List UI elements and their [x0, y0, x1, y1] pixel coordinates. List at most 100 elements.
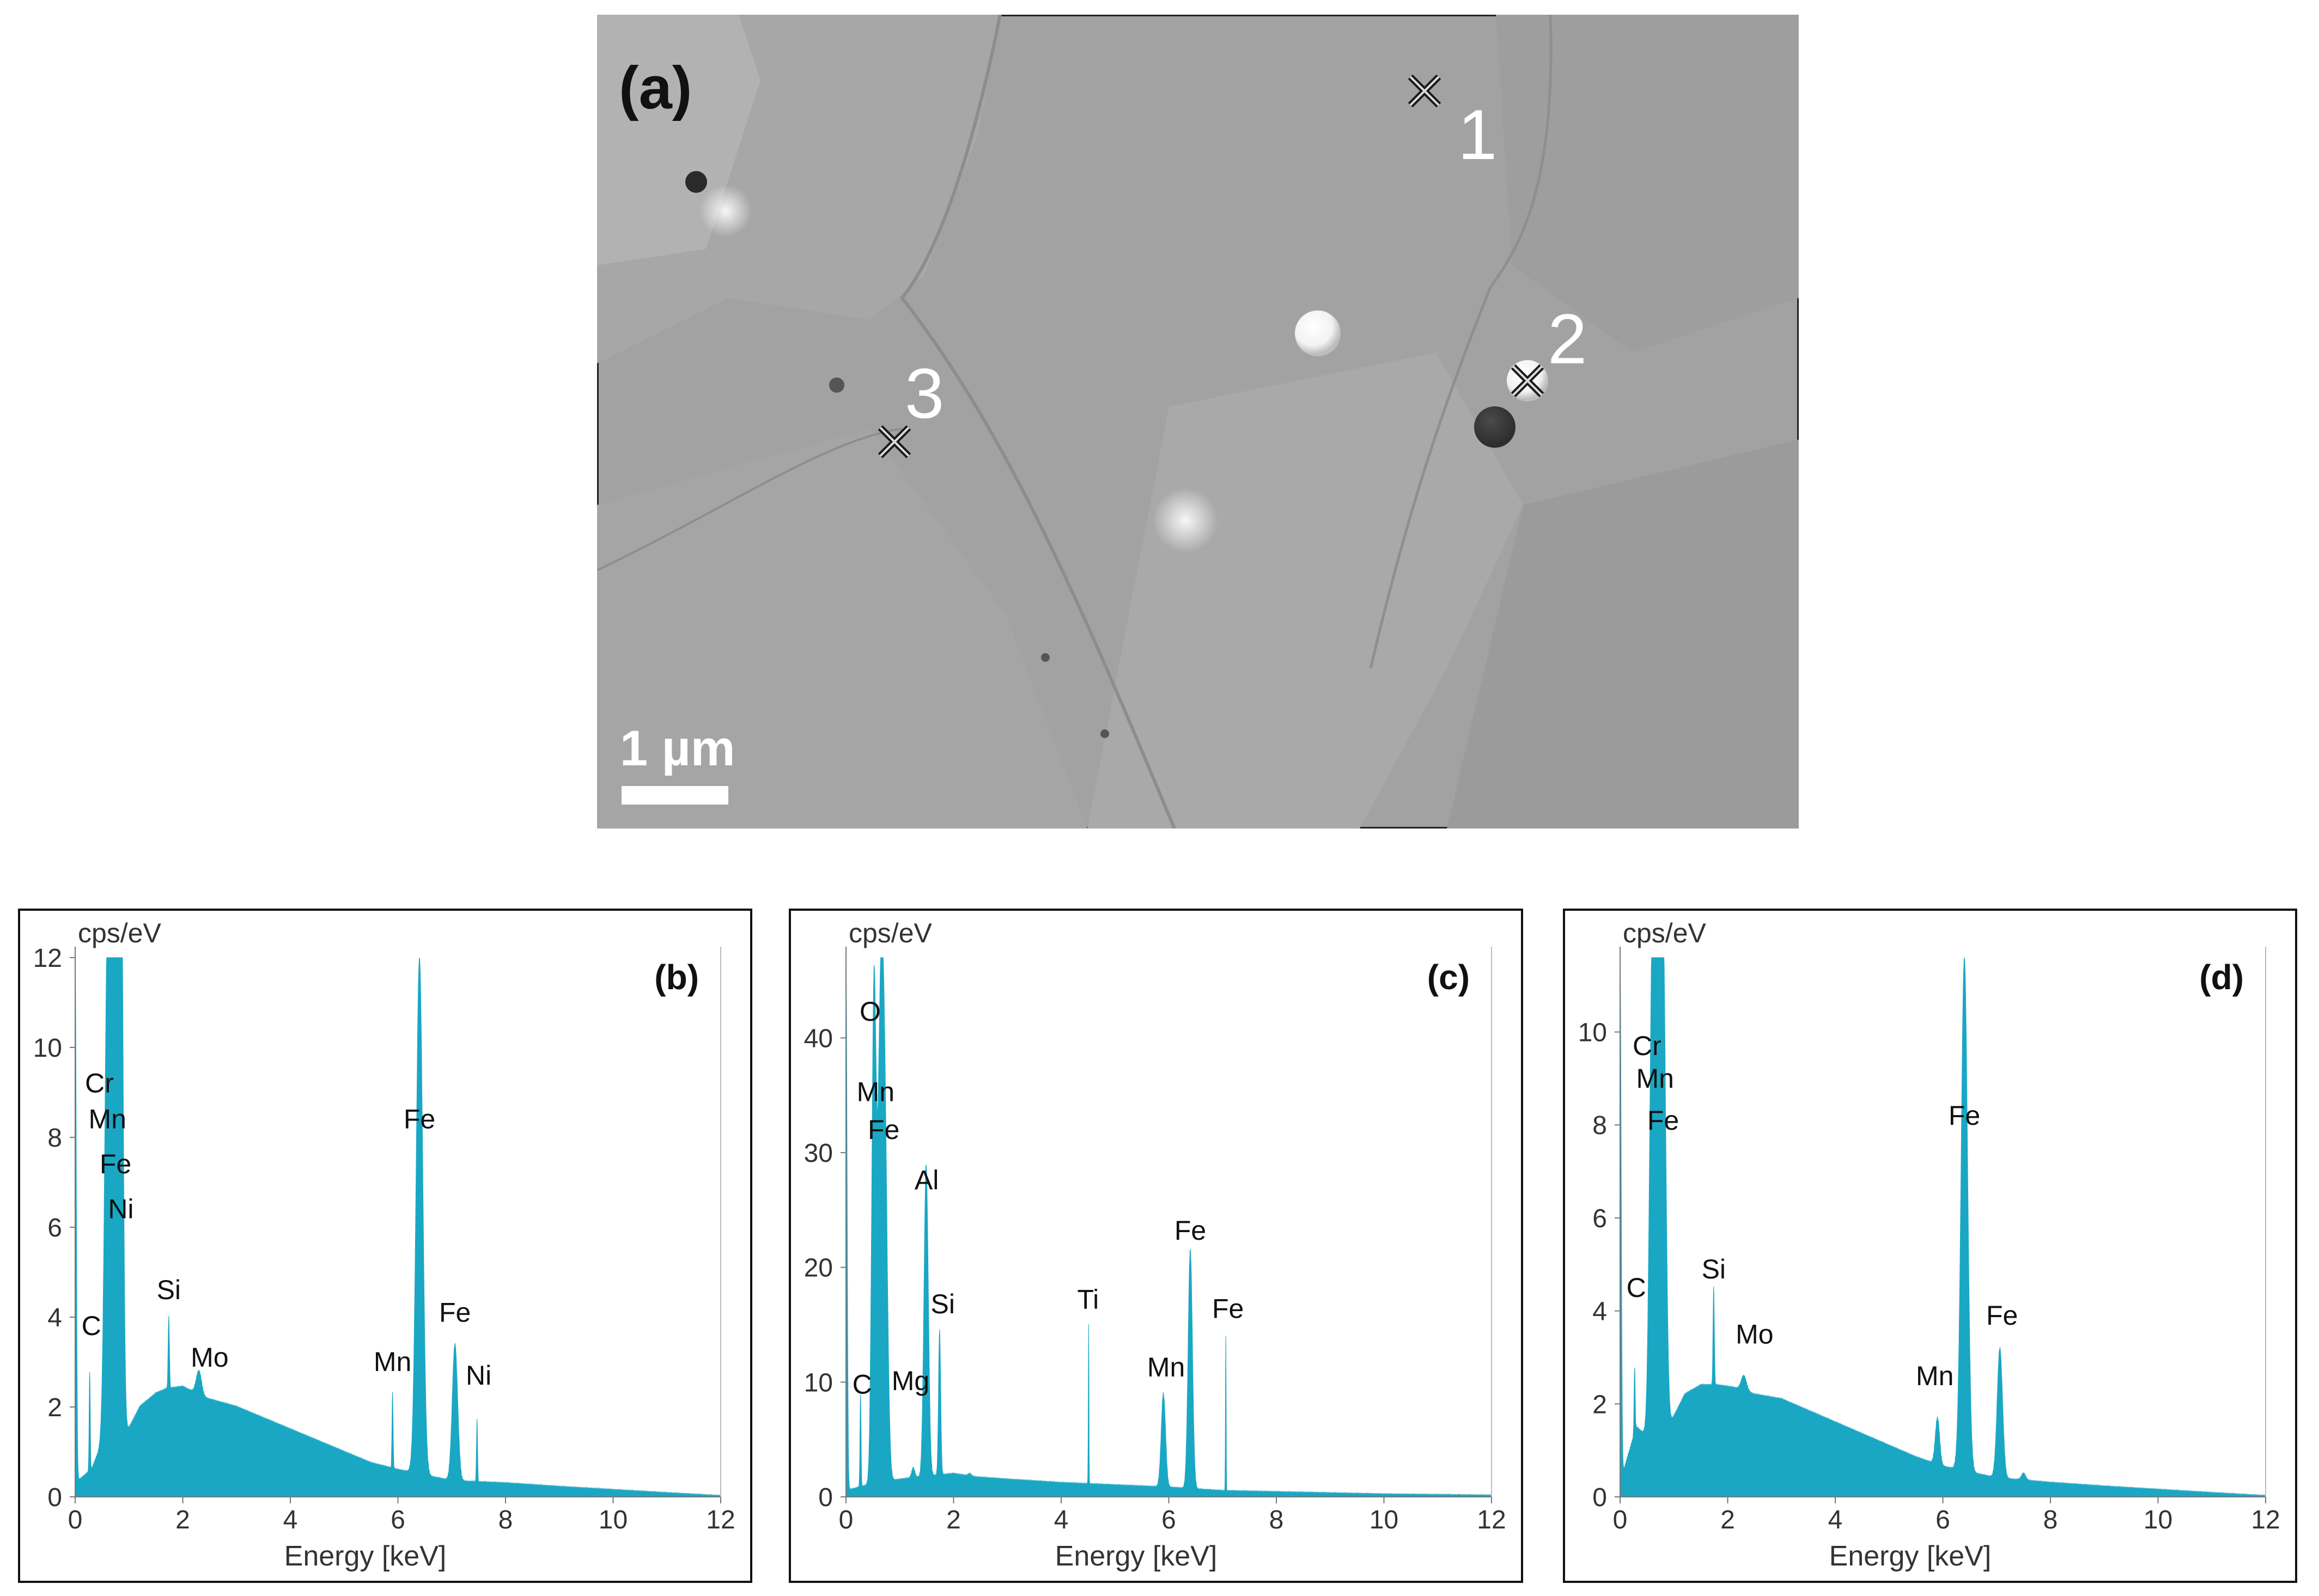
- grain-region: [1087, 352, 1523, 829]
- panel-label-a: (a): [619, 54, 692, 121]
- spectrum-area: [845, 957, 1492, 1498]
- peak-label: Fe: [100, 1149, 131, 1179]
- y-tick-label: 20: [804, 1254, 833, 1283]
- peak-label: Fe: [1986, 1300, 2018, 1331]
- grain-boundary: [900, 15, 1176, 829]
- x-tick-label: 10: [599, 1506, 628, 1534]
- y-tick-label: 8: [1592, 1111, 1607, 1140]
- y-tick-label: 8: [47, 1124, 62, 1153]
- grain-region: [597, 429, 1087, 829]
- x-tick-label: 12: [1477, 1506, 1506, 1534]
- peak-label: Mn: [89, 1104, 126, 1135]
- peak-label: Fe: [868, 1114, 899, 1145]
- y-tick-label: 0: [1592, 1483, 1607, 1512]
- marker-3: [878, 425, 911, 459]
- x-tick-label: 10: [1370, 1506, 1398, 1534]
- x-tick-label: 8: [1269, 1506, 1284, 1534]
- peak-label: Fe: [439, 1297, 471, 1327]
- y-tick-label: 30: [804, 1139, 833, 1168]
- scale-bar-label: 1 µm: [620, 721, 735, 776]
- x-tick-label: 4: [283, 1506, 298, 1534]
- y-tick-label: 4: [47, 1303, 62, 1332]
- eds-spectrum-d: 0 2 4 6 8 10 12 0 2 4 6 8 10 cps/eV Energy [keV] (d) C Cr…: [1563, 909, 2297, 1583]
- x-tick-label: 6: [391, 1506, 405, 1534]
- peak-label: Fe: [1174, 1215, 1206, 1246]
- x-tick-label: 8: [498, 1506, 513, 1534]
- dark-speck: [1100, 729, 1109, 738]
- peak-label: Mo: [191, 1342, 228, 1373]
- y-tick-label: 0: [47, 1483, 62, 1512]
- peak-label: Al: [915, 1165, 939, 1195]
- x-tick-label: 2: [1720, 1506, 1735, 1534]
- peak-label: C: [1627, 1272, 1646, 1303]
- dark-particle: [1474, 406, 1515, 448]
- marker-1-label: 1: [1458, 95, 1497, 174]
- x-axis-label: Energy [keV]: [1829, 1540, 1992, 1572]
- x-tick-label: 8: [2043, 1506, 2058, 1534]
- peak-label: Fe: [1212, 1293, 1244, 1324]
- y-tick-label: 12: [33, 944, 62, 973]
- peak-label: Cr: [85, 1068, 114, 1099]
- peak-label: Mn: [857, 1076, 894, 1107]
- grain-region: [1496, 15, 1799, 352]
- grain-boundary: [1369, 15, 1553, 669]
- peak-label: Fe: [404, 1104, 435, 1135]
- eds-spectrum-b: 0 2 4 6 8 10 12 0 2 4 6 8 10 12 cps/eV Energy [keV] (b) C…: [18, 909, 752, 1583]
- marker-1: [1408, 74, 1441, 108]
- x-tick-label: 4: [1828, 1506, 1843, 1534]
- x-tick-label: 6: [1935, 1506, 1950, 1534]
- y-tick-label: 6: [1592, 1204, 1607, 1233]
- y-tick-label: 2: [47, 1393, 62, 1422]
- bright-particle: [1295, 310, 1341, 356]
- panel-frame: [789, 909, 1523, 1583]
- y-tick-label: 6: [47, 1214, 62, 1242]
- spectrum-area: [1620, 957, 2266, 1498]
- peak-label: Mn: [1147, 1352, 1185, 1382]
- x-tick-label: 10: [2144, 1506, 2172, 1534]
- y-tick-label: 2: [1592, 1390, 1607, 1419]
- sem-micrograph: 1 2 3 (a) 1 µm: [597, 15, 1799, 829]
- peak-label: C: [853, 1369, 872, 1399]
- panel-label: (b): [654, 958, 699, 997]
- dark-particle: [685, 171, 707, 193]
- marker-2: [1511, 364, 1544, 398]
- grain-region: [1447, 440, 1799, 829]
- marker-2-label: 2: [1548, 299, 1587, 379]
- y-tick-label: 10: [1578, 1019, 1607, 1047]
- peak-label: Ni: [108, 1194, 133, 1225]
- peak-label: Fe: [1949, 1100, 1980, 1131]
- x-tick-label: 6: [1161, 1506, 1176, 1534]
- peak-label: Mn: [374, 1347, 411, 1377]
- peak-label: Si: [157, 1275, 181, 1305]
- y-tick-label: 4: [1592, 1297, 1607, 1326]
- peak-label: Mn: [1916, 1361, 1953, 1391]
- eds-spectrum-c: 0 2 4 6 8 10 12 0 10 20 30 40 cps/eV Energy [keV] (c) C…: [789, 909, 1523, 1583]
- peak-label: Ti: [1077, 1284, 1099, 1315]
- scale-bar: [622, 786, 728, 805]
- y-tick-label: 10: [804, 1368, 833, 1397]
- x-tick-label: 0: [839, 1506, 854, 1534]
- marker-3-label: 3: [905, 354, 944, 433]
- x-tick-label: 2: [946, 1506, 961, 1534]
- panel-label: (d): [2199, 958, 2244, 997]
- peak-label: Si: [931, 1289, 955, 1319]
- y-tick-label: 10: [33, 1034, 62, 1063]
- glow-spot: [699, 185, 752, 237]
- grain-boundary: [597, 428, 903, 571]
- panel-label: (c): [1427, 958, 1470, 997]
- y-axis-label: cps/eV: [1623, 918, 1707, 948]
- peak-label: Cr: [1633, 1031, 1661, 1061]
- x-tick-label: 12: [2251, 1506, 2280, 1534]
- y-axis-label: cps/eV: [849, 918, 933, 948]
- x-tick-label: 0: [1613, 1506, 1628, 1534]
- dark-speck: [1041, 653, 1050, 662]
- y-tick-label: 0: [818, 1483, 833, 1512]
- x-tick-label: 4: [1054, 1506, 1069, 1534]
- x-axis-label: Energy [keV]: [1055, 1540, 1218, 1572]
- peak-label: C: [82, 1311, 101, 1341]
- peak-label: Mo: [1736, 1319, 1773, 1349]
- peak-label: Ni: [466, 1360, 491, 1391]
- y-tick-label: 40: [804, 1024, 833, 1053]
- x-tick-label: 0: [68, 1506, 83, 1534]
- x-tick-label: 2: [175, 1506, 190, 1534]
